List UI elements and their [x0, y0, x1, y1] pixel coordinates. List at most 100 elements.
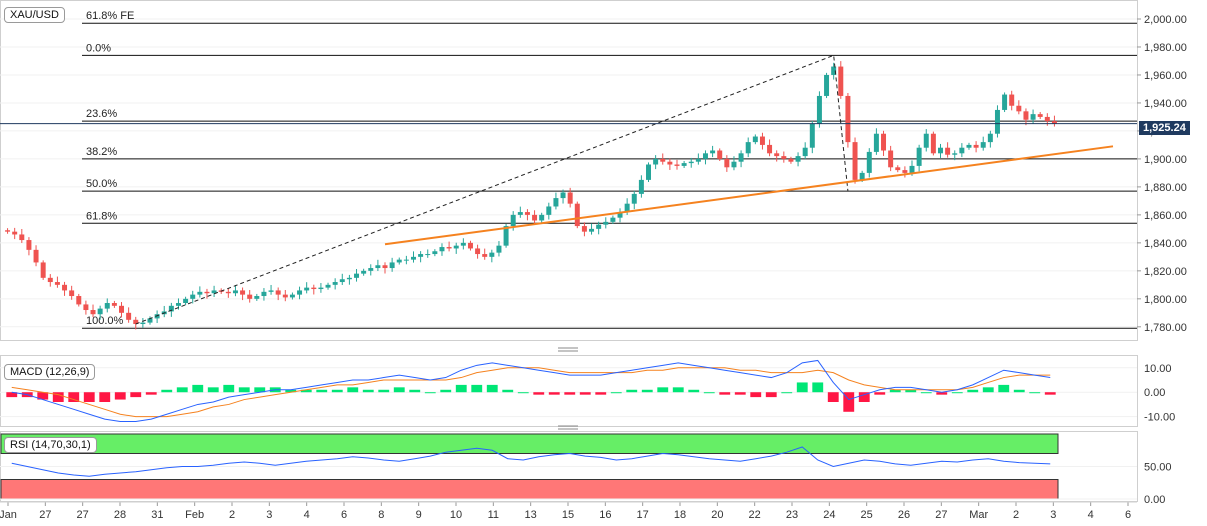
candle-body [838, 66, 844, 96]
time-tick-label: 27 [39, 509, 51, 521]
candle-body [752, 136, 758, 143]
rsi-oversold-band [0, 479, 1059, 500]
macd-histogram-bar [1044, 392, 1056, 395]
candle-body [503, 226, 509, 246]
candle-body [923, 133, 929, 148]
candle-body [111, 303, 117, 306]
macd-histogram-bar [440, 389, 452, 393]
candle-body [140, 322, 146, 325]
price-tick-label: 1,960.00 [1144, 70, 1187, 82]
time-tick-label: 13 [525, 509, 537, 521]
macd-histogram-bar [347, 387, 359, 393]
macd-histogram-bar [610, 392, 622, 394]
candle-body [133, 319, 139, 325]
candle-body [888, 150, 894, 168]
candle-body [524, 212, 530, 215]
rsi-label: RSI (14,70,30,1) [10, 439, 91, 451]
macd-resize-handle[interactable] [558, 347, 578, 352]
macd-histogram-bar [672, 387, 684, 393]
candle-body [881, 133, 887, 151]
rsi-resize-handle[interactable] [558, 425, 578, 430]
macd-histogram-bar [688, 389, 700, 393]
candle-body [311, 287, 317, 290]
price-tick-label: 1,940.00 [1144, 98, 1187, 110]
symbol-legend[interactable]: XAU/USD [4, 7, 65, 23]
candle-body [717, 150, 723, 159]
rsi-overbought-band [0, 433, 1059, 454]
macd-histogram-bar [936, 392, 948, 395]
price-tick-label: 1,860.00 [1144, 210, 1187, 222]
candle-body [254, 296, 260, 299]
macd-histogram-bar [734, 392, 746, 395]
candle-body [168, 305, 174, 312]
macd-histogram-bar [378, 389, 390, 393]
candle-body [581, 226, 587, 232]
candlestick-series [5, 61, 1057, 330]
candle-body [781, 156, 787, 159]
candle-body [895, 167, 901, 171]
candle-body [702, 153, 708, 159]
price-tick-label: 1,880.00 [1144, 182, 1187, 194]
price-tick-label: 1,820.00 [1144, 266, 1187, 278]
macd-histogram-bar [703, 392, 715, 394]
time-tick-label: 18 [674, 509, 686, 521]
candle-body [460, 242, 466, 246]
time-tick-label: 26 [898, 509, 910, 521]
candle-body [282, 294, 288, 298]
candle-body [318, 287, 324, 290]
candle-body [809, 123, 815, 148]
candle-body [304, 287, 310, 291]
time-tick-label: Jan [0, 509, 17, 521]
macd-label: MACD (12,26,9) [10, 366, 90, 378]
time-tick-label: 8 [378, 509, 384, 521]
rsi-legend[interactable]: RSI (14,70,30,1) [4, 437, 97, 453]
candle-body [453, 245, 459, 249]
macd-histogram-bar [37, 392, 49, 400]
candle-body [190, 294, 196, 299]
macd-histogram-bar [827, 392, 839, 402]
macd-histogram-bar [858, 392, 870, 402]
time-tick-label: 17 [637, 509, 649, 521]
macd-histogram-bar [781, 392, 793, 394]
candle-body [261, 291, 267, 297]
macd-histogram-bar [502, 389, 514, 393]
macd-histogram-bar [657, 387, 669, 393]
macd-histogram-bar [765, 392, 777, 398]
macd-histogram-bar [424, 392, 436, 394]
candle-body [90, 310, 96, 315]
macd-tick-label: 10.00 [1144, 363, 1172, 375]
candle-body [489, 252, 495, 257]
macd-histogram-bar [920, 392, 932, 394]
macd-histogram-bar [68, 392, 80, 402]
macd-histogram-bar [486, 384, 498, 393]
macd-histogram-bar [114, 392, 126, 400]
candle-body [225, 291, 231, 294]
price-tick-label: 1,840.00 [1144, 238, 1187, 250]
macd-histogram-bar [393, 387, 405, 393]
fib-level-label: 100.0% [86, 315, 124, 327]
time-tick-label: 10 [450, 509, 462, 521]
macd-histogram-bar [874, 392, 886, 395]
time-tick-label: 2 [1013, 509, 1019, 521]
candle-body [816, 95, 822, 124]
candle-body [710, 150, 716, 154]
candle-body [147, 318, 153, 323]
candle-body [795, 156, 801, 162]
candle-body [731, 161, 737, 168]
candle-body [510, 214, 516, 227]
candle-body [517, 212, 523, 215]
candle-body [346, 277, 352, 280]
macd-legend[interactable]: MACD (12,26,9) [4, 364, 96, 380]
candle-body [774, 153, 780, 157]
rsi-tick-label: 0.00 [1144, 494, 1165, 506]
macd-histogram-bar [843, 392, 855, 412]
candle-body [1002, 94, 1008, 110]
macd-histogram-bar [967, 389, 979, 393]
candle-body [418, 254, 424, 257]
candle-body [339, 279, 345, 283]
last-price-value: 1,925.24 [1143, 122, 1186, 134]
price-tick-label: 1,900.00 [1144, 154, 1187, 166]
candle-body [496, 245, 502, 253]
macd-histogram-bar [812, 382, 824, 393]
candle-body [289, 294, 295, 298]
